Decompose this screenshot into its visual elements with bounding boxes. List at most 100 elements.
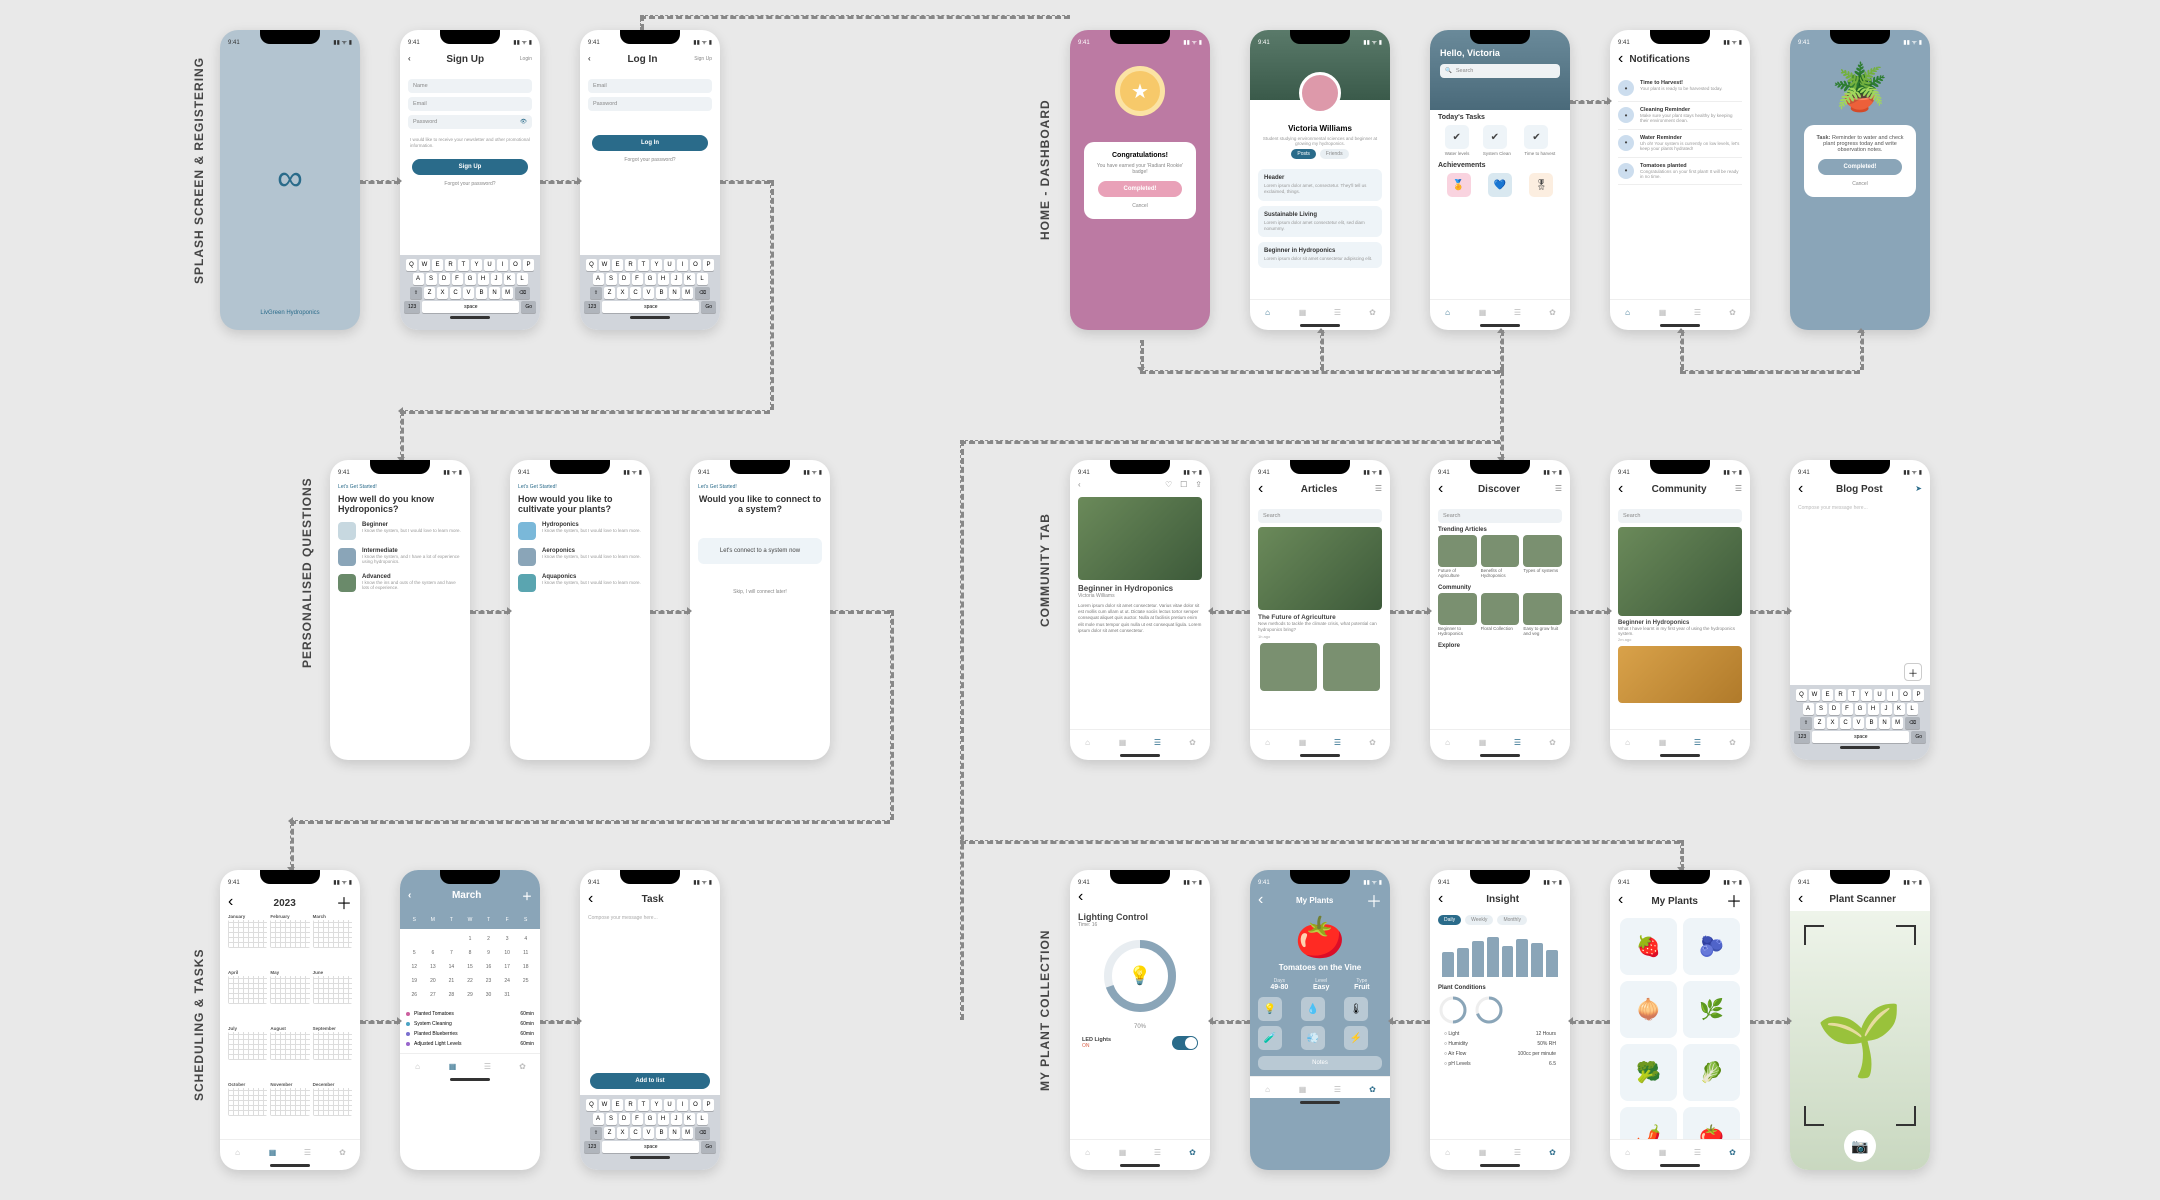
mini-month[interactable]: December xyxy=(313,1082,352,1135)
key-K[interactable]: K xyxy=(684,1113,695,1125)
key-Y[interactable]: Y xyxy=(651,259,662,271)
key-K[interactable]: K xyxy=(504,273,515,285)
connect-button[interactable]: Let's connect to a system now xyxy=(698,538,822,564)
key-Y[interactable]: Y xyxy=(651,1099,662,1111)
nav-community-icon[interactable]: ☰ xyxy=(1691,735,1705,749)
article-thumb[interactable] xyxy=(1323,643,1380,691)
key-R[interactable]: R xyxy=(625,1099,636,1111)
space-key[interactable]: space xyxy=(602,301,699,313)
blog-input[interactable]: Compose your message here... xyxy=(1798,505,1922,511)
key-J[interactable]: J xyxy=(671,273,682,285)
progress-ring[interactable]: 💡 xyxy=(1100,936,1180,1016)
key-C[interactable]: C xyxy=(630,287,641,299)
nav-plants-icon[interactable]: ✿ xyxy=(336,1145,350,1159)
plant-tile[interactable]: 🧅 xyxy=(1620,981,1677,1038)
option[interactable]: AdvancedI know the ins and outs of the s… xyxy=(338,574,462,592)
key-V[interactable]: V xyxy=(463,287,474,299)
num-key[interactable]: 123 xyxy=(584,301,600,313)
completed-button[interactable]: Completed! xyxy=(1818,159,1902,175)
key-F[interactable]: F xyxy=(452,273,463,285)
tab-posts[interactable]: Posts xyxy=(1291,149,1316,159)
led-toggle[interactable] xyxy=(1172,1036,1198,1050)
add-icon[interactable]: ＋ xyxy=(1726,888,1742,912)
nav-calendar-icon[interactable]: ▦ xyxy=(1296,305,1310,319)
key-X[interactable]: X xyxy=(437,287,448,299)
key-L[interactable]: L xyxy=(517,273,528,285)
key-S[interactable]: S xyxy=(426,273,437,285)
key-O[interactable]: O xyxy=(690,1099,701,1111)
nav-plants-icon[interactable]: ✿ xyxy=(1726,305,1740,319)
nav-community-icon[interactable]: ☰ xyxy=(1331,305,1345,319)
key-Z[interactable]: Z xyxy=(604,287,615,299)
share-icon[interactable]: ⇪ xyxy=(1195,480,1202,489)
key-U[interactable]: U xyxy=(1874,689,1885,701)
key-T[interactable]: T xyxy=(638,259,649,271)
plant-tile[interactable]: 🌶️ xyxy=(1620,1107,1677,1139)
nav-plants-icon[interactable]: ✿ xyxy=(516,1059,530,1073)
space-key[interactable]: space xyxy=(422,301,519,313)
key-I[interactable]: I xyxy=(677,1099,688,1111)
control-air[interactable]: 💨 xyxy=(1301,1026,1325,1050)
day[interactable]: 3 xyxy=(499,933,516,945)
thumb-item[interactable]: Types of systems xyxy=(1523,535,1562,579)
day[interactable]: 22 xyxy=(462,975,479,987)
nav-community-icon[interactable]: ☰ xyxy=(1331,1082,1345,1096)
add-icon[interactable]: ＋ xyxy=(522,888,532,903)
email-input[interactable]: Email xyxy=(588,79,712,93)
filter-icon[interactable]: ☰ xyxy=(1735,484,1742,493)
nav-calendar-icon[interactable]: ▦ xyxy=(1116,1145,1130,1159)
achievement-tile[interactable]: 🏅 xyxy=(1447,173,1471,197)
key-I[interactable]: I xyxy=(497,259,508,271)
key-L[interactable]: L xyxy=(697,273,708,285)
like-icon[interactable]: ♡ xyxy=(1165,480,1172,489)
key-Z[interactable]: Z xyxy=(1814,717,1825,729)
key-G[interactable]: G xyxy=(645,273,656,285)
control-light[interactable]: 💡 xyxy=(1258,997,1282,1021)
nav-community-icon[interactable]: ☰ xyxy=(1691,305,1705,319)
search-input[interactable]: 🔍Search xyxy=(1440,64,1560,78)
notification-row[interactable]: •Cleaning ReminderMake sure your plant s… xyxy=(1618,102,1742,130)
cancel-link[interactable]: Cancel xyxy=(1814,181,1906,187)
key-M[interactable]: M xyxy=(682,287,693,299)
task-tile[interactable]: ✔System Clean xyxy=(1483,125,1511,156)
key-F[interactable]: F xyxy=(632,273,643,285)
nav-community-icon[interactable]: ☰ xyxy=(481,1059,495,1073)
key-O[interactable]: O xyxy=(1900,689,1911,701)
nav-community-icon[interactable]: ☰ xyxy=(1511,305,1525,319)
key-E[interactable]: E xyxy=(612,1099,623,1111)
shift-key[interactable]: ⇧ xyxy=(1800,717,1812,729)
nav-community-icon[interactable]: ☰ xyxy=(1151,735,1165,749)
achievement-tile[interactable]: 💙 xyxy=(1488,173,1512,197)
nav-community-icon[interactable]: ☰ xyxy=(1691,1145,1705,1159)
key-N[interactable]: N xyxy=(1879,717,1890,729)
add-task-button[interactable]: Add to list xyxy=(590,1073,710,1089)
key-Q[interactable]: Q xyxy=(586,1099,597,1111)
key-N[interactable]: N xyxy=(669,287,680,299)
backspace-key[interactable]: ⌫ xyxy=(1905,717,1920,729)
go-key[interactable]: Go xyxy=(701,301,716,313)
mini-month[interactable]: January xyxy=(228,914,267,967)
search-input[interactable]: Search xyxy=(1618,509,1742,523)
back-icon[interactable]: ‹ xyxy=(1078,480,1081,489)
key-Y[interactable]: Y xyxy=(1861,689,1872,701)
key-T[interactable]: T xyxy=(458,259,469,271)
thumb-item[interactable]: Floral Collection xyxy=(1481,593,1520,637)
go-key[interactable]: Go xyxy=(521,301,536,313)
key-Z[interactable]: Z xyxy=(604,1127,615,1139)
day[interactable]: 29 xyxy=(462,989,479,1001)
post-photo[interactable] xyxy=(1618,527,1742,616)
key-W[interactable]: W xyxy=(419,259,430,271)
day[interactable]: 18 xyxy=(517,961,534,973)
day[interactable]: 4 xyxy=(517,933,534,945)
nav-home-icon[interactable]: ⌂ xyxy=(1441,1145,1455,1159)
key-C[interactable]: C xyxy=(450,287,461,299)
day[interactable]: 31 xyxy=(499,989,516,1001)
post-photo-2[interactable] xyxy=(1618,646,1742,702)
mini-month[interactable]: November xyxy=(270,1082,309,1135)
key-G[interactable]: G xyxy=(1855,703,1866,715)
nav-home-icon[interactable]: ⌂ xyxy=(1261,305,1275,319)
nav-calendar-icon[interactable]: ▦ xyxy=(1476,1145,1490,1159)
key-O[interactable]: O xyxy=(690,259,701,271)
key-P[interactable]: P xyxy=(523,259,534,271)
thumb-item[interactable]: Future of Agriculture xyxy=(1438,535,1477,579)
